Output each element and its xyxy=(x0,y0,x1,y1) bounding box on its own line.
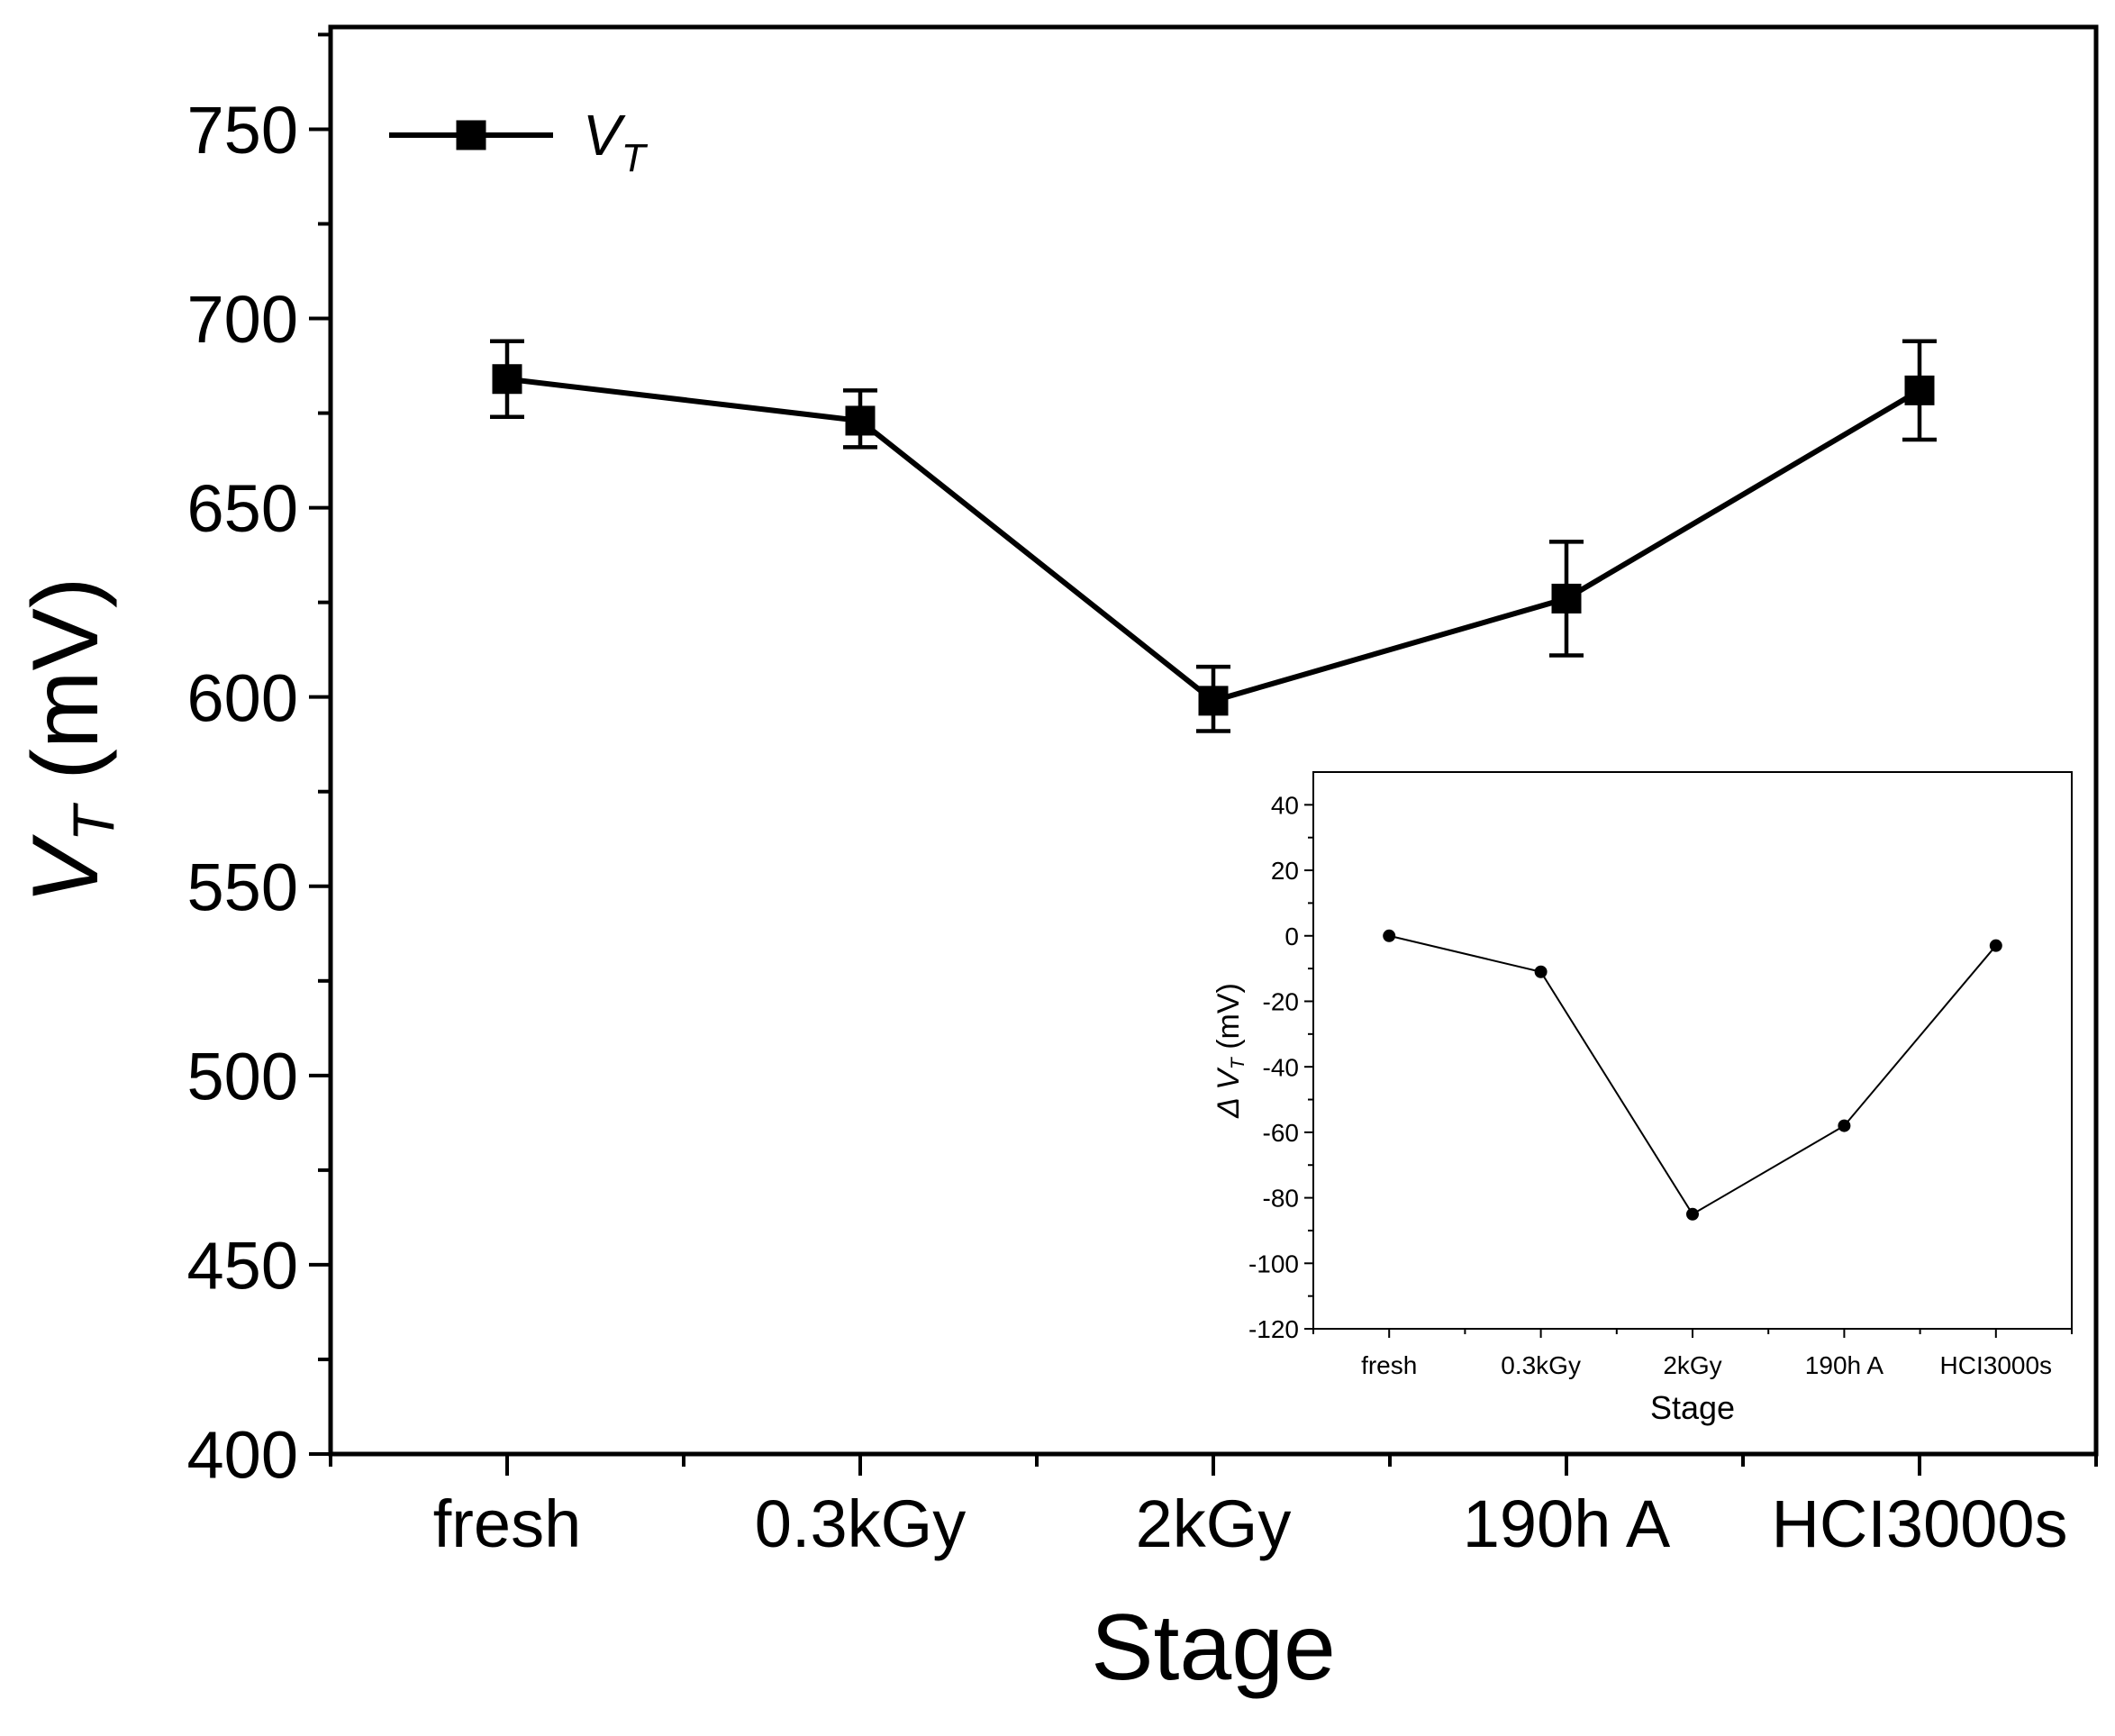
inset-ytick-label: 40 xyxy=(1271,791,1299,819)
inset-ytick-label: 20 xyxy=(1271,857,1299,885)
inset-ytick-label: 0 xyxy=(1284,923,1299,950)
inset-xtick-label: 0.3kGy xyxy=(1501,1351,1581,1379)
legend-label-subscript: T xyxy=(622,136,649,180)
legend-marker xyxy=(456,120,486,150)
inset-xtick-label: 2kGy xyxy=(1663,1351,1721,1379)
main-xtick-label: 0.3kGy xyxy=(755,1486,966,1561)
inset-data-point xyxy=(1383,929,1396,942)
main-x-axis-title: Stage xyxy=(1091,1595,1336,1700)
inset-xtick-label: 190h A xyxy=(1805,1351,1884,1379)
main-ytick-label: 650 xyxy=(187,471,298,546)
main-y-axis-title: VT (mV) xyxy=(14,577,127,904)
inset-xtick-label: HCI3000s xyxy=(1940,1351,2053,1379)
main-y-axis-title-subscript: T xyxy=(62,802,127,841)
main-ytick-label: 750 xyxy=(187,93,298,168)
main-y-axis-title-symbol: V xyxy=(14,833,118,904)
legend-label: VT xyxy=(583,103,649,180)
inset-y-axis-title: Δ VT (mV) xyxy=(1212,983,1248,1119)
main-xtick-label: fresh xyxy=(433,1486,582,1561)
inset-ytick-label: -100 xyxy=(1248,1250,1299,1277)
inset-ytick-label: -60 xyxy=(1263,1119,1299,1147)
inset-data-point xyxy=(1838,1119,1851,1132)
inset-y-axis-title-subscript: T xyxy=(1228,1056,1248,1069)
inset-ytick-label: -40 xyxy=(1263,1053,1299,1081)
inset-data-point xyxy=(1534,965,1548,978)
main-ytick-label: 550 xyxy=(187,850,298,924)
main-data-point xyxy=(1198,686,1229,716)
main-xtick-label: 190h A xyxy=(1463,1486,1671,1561)
inset-xtick-label: fresh xyxy=(1361,1351,1417,1379)
main-ytick-label: 450 xyxy=(187,1229,298,1304)
inset-y-axis-title-symbol: V xyxy=(1212,1067,1246,1090)
main-xtick-label: HCI3000s xyxy=(1771,1486,2067,1561)
inset-data-point xyxy=(1686,1207,1699,1221)
main-legend: VT xyxy=(389,103,649,180)
main-data-point xyxy=(1904,375,1935,405)
main-data-point xyxy=(845,405,876,436)
main-ytick-label: 500 xyxy=(187,1039,298,1113)
main-ytick-label: 400 xyxy=(187,1418,298,1493)
main-ytick-label: 600 xyxy=(187,660,298,735)
inset-data-point xyxy=(1989,939,2002,952)
main-ytick-label: 700 xyxy=(187,282,298,357)
inset-y-axis-title-prefix: Δ xyxy=(1212,1090,1246,1119)
inset-ytick-label: -120 xyxy=(1248,1315,1299,1343)
inset-x-axis-title: Stage xyxy=(1650,1389,1735,1426)
main-data-point xyxy=(492,364,522,395)
legend-label-symbol: V xyxy=(583,103,626,168)
main-y-axis-title-unit: (mV) xyxy=(14,577,118,806)
inset-chart: -120 -100 -80 -60 -40 -20 0 20 40 fresh 0.3kGy 2kGy… xyxy=(1212,771,2073,1426)
inset-y-axis-title-unit: (mV) xyxy=(1212,983,1246,1058)
inset-ytick-label: -80 xyxy=(1263,1185,1299,1213)
inset-ytick-label: -20 xyxy=(1263,988,1299,1016)
main-xtick-label: 2kGy xyxy=(1136,1486,1292,1561)
main-data-point xyxy=(1551,583,1582,614)
